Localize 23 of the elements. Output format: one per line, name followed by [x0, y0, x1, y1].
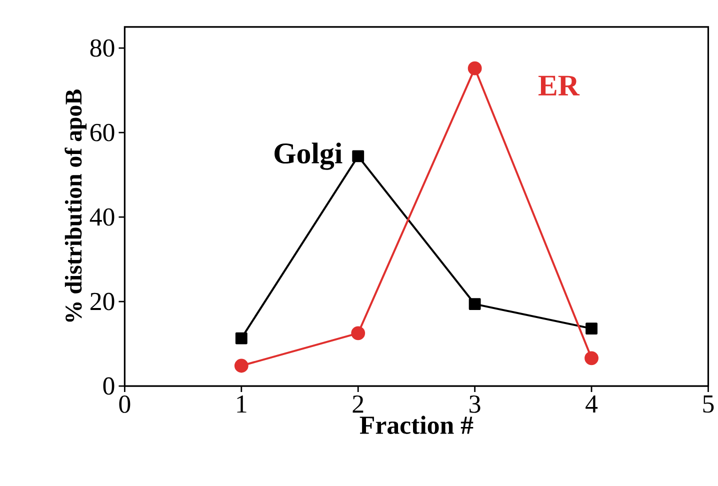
x-tick-label: 5: [703, 396, 714, 413]
series-label: Golgi: [274, 142, 342, 170]
y-tick-label: 60: [90, 124, 114, 142]
x-tick-label: 3: [470, 396, 480, 413]
point: [586, 322, 598, 335]
x-tick-label: 2: [352, 396, 364, 413]
point: [584, 351, 598, 366]
x-axis-title: Fraction #: [360, 416, 474, 434]
x-tick-label: 1: [237, 396, 246, 413]
y-tick-label: 20: [90, 292, 114, 310]
y-axis-title: % distribution of apoB: [64, 90, 87, 322]
y-tick-label: 80: [90, 39, 114, 57]
point: [234, 358, 248, 373]
point: [468, 298, 481, 310]
point: [235, 332, 248, 344]
x-tick-label: 0: [119, 396, 130, 414]
x-tick-label: 4: [586, 396, 598, 413]
point: [351, 326, 366, 340]
series-label: ER: [538, 76, 580, 96]
y-tick-label: 40: [90, 208, 114, 226]
point: [352, 150, 364, 162]
point: [468, 61, 482, 76]
y-tick-label: 0: [103, 377, 114, 395]
